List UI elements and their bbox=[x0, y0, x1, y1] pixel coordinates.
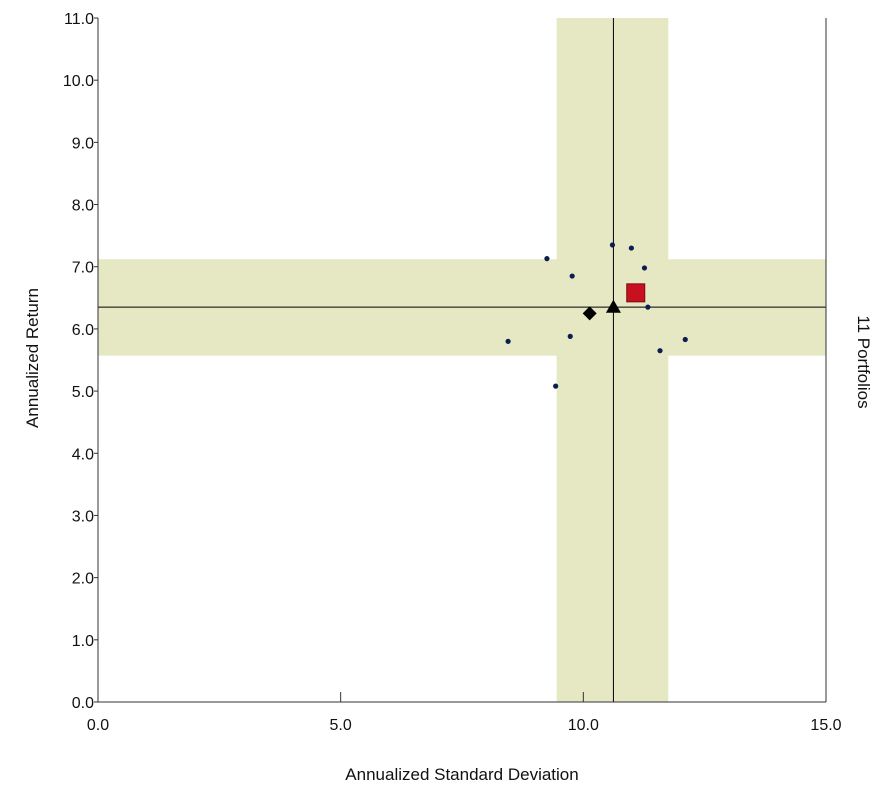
x-tick-label: 15.0 bbox=[810, 717, 841, 734]
highlight-bands bbox=[98, 18, 826, 702]
y-tick-label: 4.0 bbox=[72, 446, 94, 463]
x-axis-title: Annualized Standard Deviation bbox=[345, 765, 578, 784]
y-tick-label: 7.0 bbox=[72, 260, 94, 277]
y-axis-title: Annualized Return bbox=[23, 288, 42, 428]
tick-labels: 0.0 1.0 2.0 3.0 4.0 5.0 6.0 7.0 8.0 9.0 10.0 11.0 0.… bbox=[63, 11, 842, 734]
y-tick-label: 9.0 bbox=[72, 135, 94, 152]
portfolio-point bbox=[645, 304, 651, 310]
portfolio-point bbox=[657, 348, 663, 354]
y-tick-label: 5.0 bbox=[72, 384, 94, 401]
portfolio-point bbox=[544, 256, 550, 262]
portfolio-count-label: 11 Portfolios bbox=[854, 315, 873, 408]
y-tick-label: 3.0 bbox=[72, 508, 94, 525]
diamond-marker bbox=[582, 306, 597, 321]
x-tick-label: 10.0 bbox=[568, 717, 599, 734]
axes bbox=[94, 17, 827, 703]
y-tick-label: 6.0 bbox=[72, 322, 94, 339]
y-tick-label: 11.0 bbox=[64, 11, 94, 28]
portfolio-point bbox=[609, 242, 616, 248]
x-tick-label: 0.0 bbox=[87, 717, 109, 734]
y-tick-label: 8.0 bbox=[72, 198, 94, 215]
portfolio-point bbox=[628, 245, 634, 251]
portfolio-points bbox=[505, 242, 688, 389]
portfolio-point bbox=[682, 336, 688, 343]
portfolio-point bbox=[567, 333, 573, 339]
y-tick-label: 0.0 bbox=[72, 695, 94, 712]
x-tick-label: 5.0 bbox=[330, 717, 352, 734]
y-tick-label: 10.0 bbox=[63, 73, 94, 90]
portfolio-point bbox=[553, 383, 559, 389]
triangle-marker bbox=[605, 299, 621, 313]
portfolio-point bbox=[569, 273, 575, 279]
portfolio-point bbox=[505, 338, 511, 344]
y-tick-label: 1.0 bbox=[72, 633, 94, 650]
y-tick-label: 2.0 bbox=[72, 571, 94, 588]
special-markers bbox=[582, 283, 646, 321]
square-marker bbox=[626, 283, 646, 303]
reference-lines bbox=[98, 18, 826, 702]
x-band bbox=[556, 18, 669, 702]
portfolio-point bbox=[641, 265, 648, 271]
